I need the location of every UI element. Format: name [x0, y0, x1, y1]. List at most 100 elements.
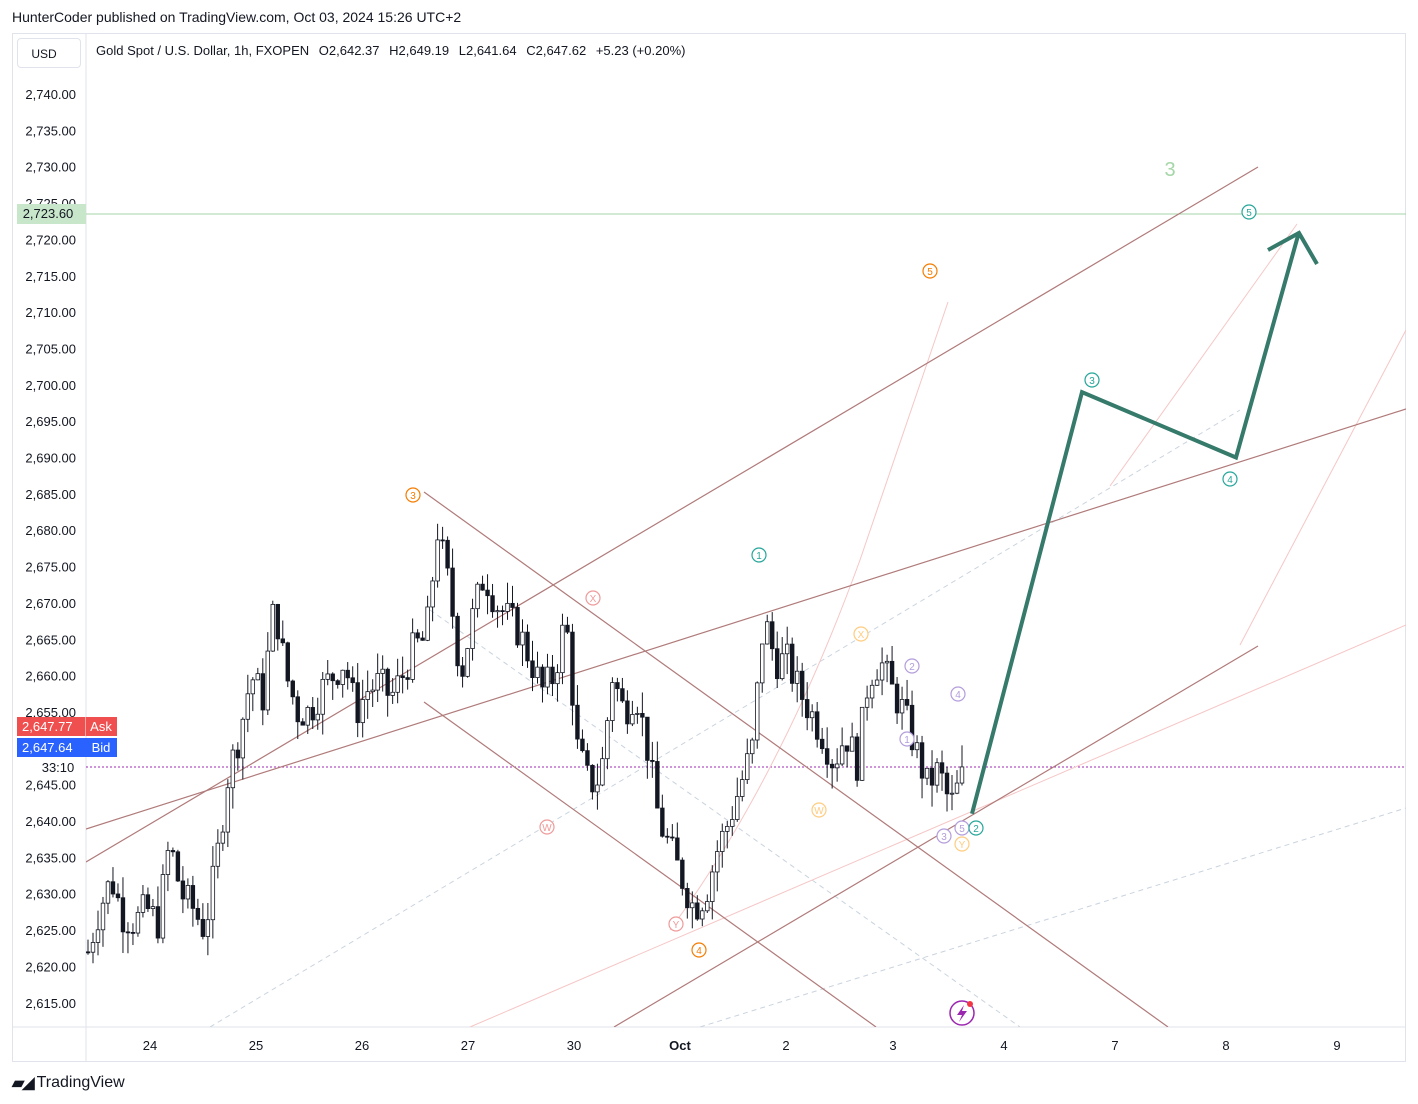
candle-body[interactable]	[785, 643, 790, 655]
candle-body[interactable]	[565, 624, 570, 633]
candle-body[interactable]	[185, 885, 191, 900]
candle-body[interactable]	[889, 660, 895, 685]
candle-body[interactable]	[420, 637, 425, 641]
candle-body[interactable]	[130, 932, 136, 934]
candle-body[interactable]	[545, 666, 550, 688]
candle-body[interactable]	[670, 836, 675, 839]
candle-body[interactable]	[550, 666, 555, 685]
tradingview-logo[interactable]: ▰◢ TradingView	[12, 1073, 125, 1093]
wave-label-17[interactable]: 3	[1084, 372, 1100, 388]
candle-body[interactable]	[330, 673, 335, 682]
candle-body[interactable]	[480, 583, 485, 591]
candle-body[interactable]	[720, 830, 725, 852]
wave-label-12[interactable]: 2	[904, 658, 920, 674]
candle-body[interactable]	[285, 642, 290, 682]
candle-body[interactable]	[440, 539, 445, 542]
wave-label-7[interactable]: 1	[751, 547, 767, 563]
wave-label-2[interactable]: X	[585, 590, 601, 606]
candle-body[interactable]	[415, 632, 420, 639]
candle-body[interactable]	[959, 766, 965, 784]
candle-body[interactable]	[560, 624, 565, 674]
candle-body[interactable]	[760, 643, 765, 684]
candle-body[interactable]	[335, 680, 340, 685]
candle-body[interactable]	[735, 796, 740, 820]
candle-body[interactable]	[939, 762, 945, 774]
candle-body[interactable]	[340, 669, 345, 685]
candle-body[interactable]	[824, 748, 830, 765]
candle-body[interactable]	[165, 850, 171, 875]
candle-body[interactable]	[250, 679, 256, 695]
candle-body[interactable]	[400, 675, 405, 679]
candle-body[interactable]	[235, 749, 241, 759]
candle-body[interactable]	[345, 669, 350, 679]
candle-body[interactable]	[949, 792, 955, 795]
candle-body[interactable]	[135, 911, 141, 934]
candle-body[interactable]	[495, 610, 500, 613]
candle-body[interactable]	[295, 696, 300, 723]
candle-body[interactable]	[360, 699, 365, 724]
candle-body[interactable]	[854, 736, 860, 781]
candle-body[interactable]	[365, 691, 370, 700]
candle-body[interactable]	[410, 632, 415, 680]
candle-body[interactable]	[600, 758, 605, 786]
candle-body[interactable]	[799, 670, 805, 700]
candle-body[interactable]	[680, 859, 685, 889]
candle-body[interactable]	[924, 767, 930, 779]
candle-body[interactable]	[490, 595, 495, 613]
candle-body[interactable]	[125, 931, 131, 934]
candle-body[interactable]	[655, 761, 660, 809]
candle-body[interactable]	[390, 691, 395, 696]
candle-body[interactable]	[145, 894, 151, 910]
candle-body[interactable]	[470, 608, 475, 649]
candle-body[interactable]	[555, 672, 560, 685]
candle-body[interactable]	[859, 706, 865, 781]
candle-body[interactable]	[904, 699, 910, 706]
candle-body[interactable]	[270, 603, 275, 652]
candle-body[interactable]	[170, 850, 176, 853]
candle-body[interactable]	[740, 779, 745, 797]
wave-label-14[interactable]: 4	[950, 686, 966, 702]
candle-body[interactable]	[160, 874, 166, 939]
candle-body[interactable]	[725, 826, 730, 832]
candle-body[interactable]	[660, 807, 665, 837]
wave-label-10[interactable]: Y	[954, 836, 970, 852]
candle-body[interactable]	[700, 910, 705, 920]
candle-body[interactable]	[595, 784, 600, 793]
candle-body[interactable]	[375, 673, 380, 691]
candle-body[interactable]	[954, 782, 960, 794]
candle-body[interactable]	[929, 767, 935, 786]
candle-body[interactable]	[530, 660, 535, 678]
candle-body[interactable]	[425, 606, 430, 641]
candle-body[interactable]	[305, 707, 310, 726]
candle-body[interactable]	[220, 831, 226, 844]
candle-body[interactable]	[520, 631, 525, 646]
candle-body[interactable]	[485, 589, 490, 597]
wave-label-3[interactable]: W	[539, 819, 555, 835]
candle-body[interactable]	[834, 763, 840, 769]
candle-body[interactable]	[475, 583, 480, 610]
candle-body[interactable]	[635, 713, 640, 715]
candle-body[interactable]	[585, 750, 590, 766]
candle-body[interactable]	[894, 683, 900, 714]
candle-body[interactable]	[240, 718, 246, 759]
candle-body[interactable]	[245, 693, 251, 720]
candle-body[interactable]	[450, 567, 455, 617]
candle-body[interactable]	[804, 699, 810, 719]
candle-body[interactable]	[435, 539, 440, 582]
candle-body[interactable]	[745, 753, 750, 780]
candle-body[interactable]	[814, 711, 820, 740]
candle-body[interactable]	[525, 631, 530, 662]
candle-body[interactable]	[755, 682, 760, 741]
candle-body[interactable]	[395, 675, 400, 693]
candle-body[interactable]	[350, 677, 355, 684]
candle-body[interactable]	[140, 894, 146, 913]
candle-body[interactable]	[455, 615, 460, 667]
candle-body[interactable]	[570, 631, 575, 706]
legend-symbol[interactable]: Gold Spot / U.S. Dollar, 1h, FXOPEN	[96, 43, 310, 58]
candle-body[interactable]	[780, 653, 785, 680]
candlestick-series[interactable]	[86, 523, 965, 964]
candle-body[interactable]	[610, 682, 615, 721]
candle-body[interactable]	[230, 749, 236, 789]
candle-body[interactable]	[770, 621, 775, 650]
